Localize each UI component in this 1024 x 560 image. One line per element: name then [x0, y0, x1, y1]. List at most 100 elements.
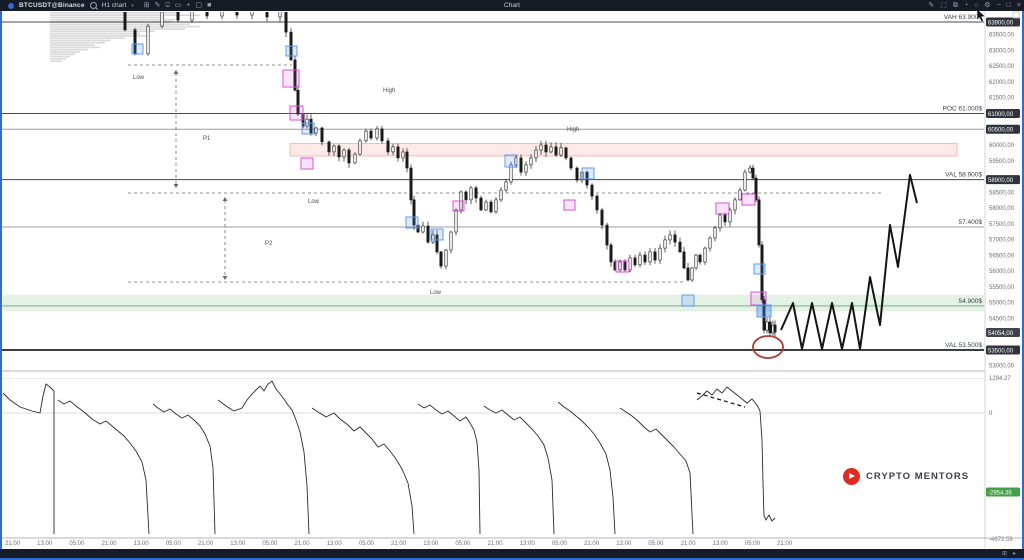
- candle-body: [623, 261, 627, 271]
- add-icon[interactable]: +: [186, 2, 191, 9]
- timeframe-button[interactable]: H1 chart: [101, 2, 127, 9]
- copy-icon[interactable]: ⧉: [952, 2, 958, 9]
- magenta-marker[interactable]: [715, 202, 730, 215]
- grid-icon[interactable]: ⊞: [1001, 551, 1007, 557]
- annotation-text: Low: [133, 75, 145, 81]
- blue-marker[interactable]: [504, 154, 518, 168]
- candle-body: [369, 130, 373, 139]
- delta-segment: [483, 405, 555, 535]
- camera-icon[interactable]: ⬚: [940, 2, 947, 9]
- blue-marker[interactable]: [581, 167, 595, 180]
- price-axis[interactable]: [985, 11, 1022, 548]
- time-axis[interactable]: 21:00 13:00 05:00 21:00 13:00 05:00 21:00 13:00…: [5, 541, 793, 547]
- candlestick-series: [123, 12, 777, 337]
- candle-body: [412, 199, 416, 226]
- toolbar-right-icons: ✎ ⬚ ⧉ ◔ ○ ⚙ − □ ×: [928, 2, 1021, 9]
- delta-segment: [311, 407, 415, 535]
- magenta-marker[interactable]: [282, 69, 300, 88]
- indicator-dashed-drawing[interactable]: [696, 392, 746, 408]
- symbol-button[interactable]: BTCUSDT@Binance: [19, 2, 85, 9]
- candle-body: [380, 128, 384, 142]
- pencil-icon[interactable]: ✎: [928, 2, 935, 9]
- magenta-marker[interactable]: [563, 199, 576, 211]
- blue-marker[interactable]: [753, 263, 766, 275]
- minimize-icon[interactable]: −: [996, 2, 1001, 9]
- maximize-icon[interactable]: □: [1006, 2, 1011, 9]
- candle-body: [694, 254, 698, 269]
- candle-body: [296, 89, 300, 115]
- blue-marker[interactable]: [405, 216, 419, 229]
- price-tick-label: 56000,00: [989, 269, 1015, 275]
- price-tick-label: 56500,00: [989, 253, 1015, 259]
- blue-marker[interactable]: [301, 122, 315, 135]
- magenta-marker[interactable]: [289, 105, 304, 121]
- snapshot-icon[interactable]: ■: [207, 2, 212, 9]
- candle-body: [757, 199, 761, 246]
- candle-body: [773, 324, 777, 333]
- candle-body: [519, 157, 523, 173]
- chart-style-icon[interactable]: ⊞: [143, 2, 150, 9]
- circle-icon[interactable]: ○: [974, 2, 979, 9]
- blue-marker[interactable]: [131, 43, 144, 55]
- axis-settings-icon[interactable]: [1012, 11, 1020, 19]
- price-axis-flag: [986, 345, 1020, 355]
- price-tick-label: 62000,00: [989, 80, 1015, 86]
- time-tick-label: 21:00: [5, 541, 21, 547]
- phone-icon[interactable]: ▭: [174, 2, 182, 9]
- blue-marker[interactable]: [430, 228, 444, 241]
- candle-body: [682, 251, 686, 269]
- time-tick-label: 21:00: [295, 541, 311, 547]
- annotation-text: High: [567, 127, 579, 133]
- draw-icon[interactable]: ✎: [154, 2, 161, 9]
- candle-body: [464, 191, 468, 201]
- price-tick-label: 55500,00: [989, 285, 1015, 291]
- candle-body: [690, 267, 694, 281]
- blue-marker[interactable]: [285, 45, 298, 57]
- price-axis-flag: [986, 175, 1020, 185]
- volume-profile-bar: [50, 35, 150, 37]
- candle-body: [409, 167, 413, 201]
- volume-profile-bar: [50, 53, 75, 56]
- search-icon[interactable]: [89, 2, 97, 9]
- candle-body: [618, 261, 622, 271]
- candle-body: [396, 146, 400, 159]
- highlight-circle[interactable]: [752, 335, 784, 359]
- time-tick-label: 05:00: [359, 541, 375, 547]
- alert-icon[interactable]: ◔: [963, 2, 969, 9]
- price-axis-flag-text: 53500,00: [988, 348, 1014, 354]
- price-tick-label: 63000,00: [989, 48, 1015, 54]
- candle-body: [474, 187, 478, 199]
- volume-profile-bar: [50, 58, 66, 60]
- magenta-marker[interactable]: [741, 193, 756, 206]
- annotation-text: High: [383, 88, 395, 94]
- candle-body: [539, 144, 543, 151]
- blue-hatch-marker[interactable]: [756, 304, 772, 318]
- projection-zigzag[interactable]: [780, 174, 918, 350]
- chevron-down-icon[interactable]: ▾: [131, 2, 134, 9]
- expand-icon[interactable]: ▸: [1012, 551, 1016, 557]
- close-icon[interactable]: ×: [1016, 2, 1021, 9]
- candle-body: [494, 199, 498, 213]
- candle-body: [337, 145, 341, 158]
- magenta-marker[interactable]: [452, 200, 465, 212]
- candle-body: [663, 239, 667, 249]
- time-tick-label: 13:00: [230, 541, 246, 547]
- price-tick-label: 54500,00: [989, 316, 1015, 322]
- magenta-marker[interactable]: [750, 291, 767, 306]
- indicators-icon[interactable]: ⌹: [165, 2, 170, 9]
- volume-profile-bar: [50, 55, 70, 58]
- indicator-tick-label: 0: [989, 411, 993, 417]
- magenta-marker[interactable]: [300, 157, 314, 170]
- price-level-label: VAL 53.500$: [945, 342, 982, 349]
- magenta-marker[interactable]: [615, 260, 630, 273]
- settings-icon[interactable]: ⚙: [984, 2, 991, 9]
- candle-body: [449, 231, 453, 251]
- candle-body: [342, 149, 346, 158]
- candle-body: [265, 12, 269, 18]
- volume-profile-bar: [50, 32, 140, 35]
- blue-marker[interactable]: [681, 294, 695, 307]
- candle-body: [176, 12, 180, 21]
- layout-icon[interactable]: ▢: [195, 2, 203, 9]
- volume-profile-bar: [50, 51, 80, 53]
